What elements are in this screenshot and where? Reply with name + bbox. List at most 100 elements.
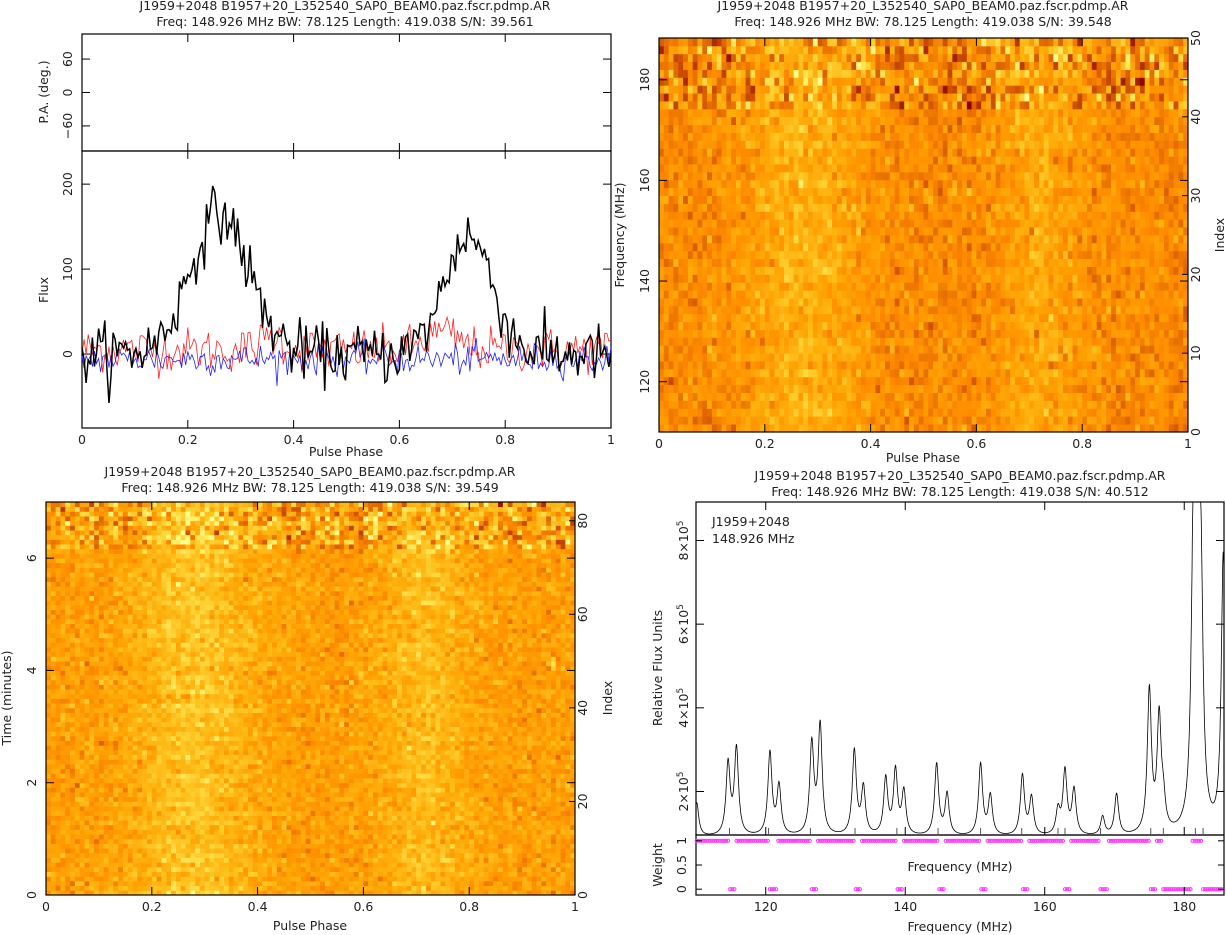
heatmap-cell	[1139, 187, 1146, 196]
heatmap-cell	[755, 392, 761, 401]
heatmap-cell	[856, 305, 862, 315]
heatmap-cell	[659, 148, 665, 157]
heatmap-cell	[986, 361, 992, 370]
heatmap-cell	[793, 345, 799, 354]
heatmap-cell	[687, 298, 694, 307]
heatmap-cell	[678, 116, 684, 126]
heatmap-cell	[673, 77, 679, 86]
heatmap-cell	[1096, 400, 1102, 409]
heatmap-cell	[1029, 101, 1035, 110]
heatmap-cell	[1034, 140, 1040, 149]
heatmap-cell	[731, 368, 737, 378]
heatmap-cell	[764, 195, 771, 204]
heatmap-cell	[981, 148, 987, 157]
heatmap-cell	[870, 242, 876, 252]
heatmap-cell	[899, 156, 905, 165]
heatmap-cell	[759, 282, 766, 291]
heatmap-cell	[856, 148, 862, 157]
heatmap-cell	[668, 219, 674, 228]
heatmap-cell	[1019, 368, 1025, 378]
heatmap-cell	[860, 132, 867, 141]
heatmap-cell	[885, 305, 891, 315]
heatmap-cell	[889, 305, 896, 315]
heatmap-cell	[870, 156, 876, 165]
heatmap-cell	[966, 156, 972, 165]
heatmap-cell	[981, 298, 987, 307]
heatmap-cell	[1115, 140, 1122, 149]
heatmap-cell	[707, 274, 713, 283]
heatmap-cell	[1135, 132, 1141, 141]
heatmap-cell	[1005, 148, 1011, 157]
heatmap-cell	[947, 329, 953, 338]
heatmap-cell	[687, 140, 694, 149]
heatmap-cell	[899, 345, 905, 354]
heatmap-cell	[1024, 274, 1030, 283]
heatmap-cell	[822, 235, 828, 244]
heatmap-cell	[707, 93, 713, 102]
heatmap-cell	[971, 179, 977, 189]
heatmap-cell	[1072, 148, 1078, 157]
heatmap-cell	[1010, 85, 1016, 94]
heatmap-cell	[1154, 345, 1160, 354]
heatmap-cell	[1135, 93, 1141, 102]
heatmap-cell	[971, 400, 977, 409]
heatmap-cell	[841, 132, 847, 141]
heatmap-cell	[1173, 116, 1179, 126]
heatmap-cell	[1135, 148, 1141, 157]
heatmap-cell	[678, 171, 684, 181]
heatmap-cell	[1067, 116, 1073, 126]
heatmap-cell	[1038, 368, 1045, 378]
heatmap-cell	[1130, 124, 1136, 133]
heatmap-cell	[788, 290, 795, 299]
heatmap-cell	[846, 321, 852, 330]
heatmap-cell	[1101, 179, 1107, 189]
heatmap-cell	[817, 219, 823, 228]
heatmap-cell	[899, 298, 905, 307]
heatmap-cell	[923, 250, 929, 260]
heatmap-cell	[784, 408, 790, 417]
heatmap-cell	[668, 305, 674, 315]
heatmap-cell	[721, 108, 727, 118]
heatmap-cell	[1034, 211, 1040, 220]
heatmap-cell	[711, 108, 718, 118]
heatmap-cell	[755, 424, 761, 433]
heatmap-cell	[1130, 424, 1136, 433]
heatmap-cell	[1000, 179, 1006, 189]
heatmap-cell	[957, 219, 963, 228]
heatmap-cell	[759, 140, 766, 149]
heatmap-cell	[1125, 85, 1131, 94]
heatmap-cell	[899, 171, 905, 181]
heatmap-cell	[1120, 305, 1126, 315]
heatmap-cell	[1173, 258, 1179, 267]
heatmap-cell	[1111, 392, 1117, 401]
heatmap-cell	[1130, 116, 1136, 126]
heatmap-cell	[707, 156, 713, 165]
heatmap-cell	[909, 242, 915, 252]
heatmap-cell	[1154, 258, 1160, 267]
heatmap-cell	[697, 124, 703, 133]
heatmap-cell	[793, 368, 799, 378]
heatmap-cell	[836, 321, 843, 330]
heatmap-cell	[1154, 376, 1160, 386]
heatmap-cell	[812, 116, 819, 126]
heatmap-cell	[697, 290, 703, 299]
heatmap-cell	[721, 77, 727, 86]
pa-ylabel: P.A. (deg.)	[36, 60, 51, 123]
heatmap-cell	[812, 282, 819, 291]
heatmap-cell	[812, 203, 819, 212]
heatmap-cell	[673, 187, 679, 196]
heatmap-cell	[793, 219, 799, 228]
heatmap-cell	[740, 93, 746, 102]
heatmap-cell	[764, 392, 771, 401]
heatmap-cell	[1096, 93, 1102, 102]
heatmap-cell	[1043, 392, 1049, 401]
heatmap-cell	[995, 77, 1001, 86]
heatmap-cell	[832, 77, 838, 86]
heatmap-cell	[1168, 313, 1174, 323]
heatmap-cell	[966, 384, 972, 393]
heatmap-cell	[1062, 187, 1069, 196]
heatmap-cell	[904, 274, 910, 283]
heatmap-cell	[759, 101, 766, 110]
heatmap-cell	[1163, 290, 1170, 299]
heatmap-cell	[880, 203, 886, 212]
